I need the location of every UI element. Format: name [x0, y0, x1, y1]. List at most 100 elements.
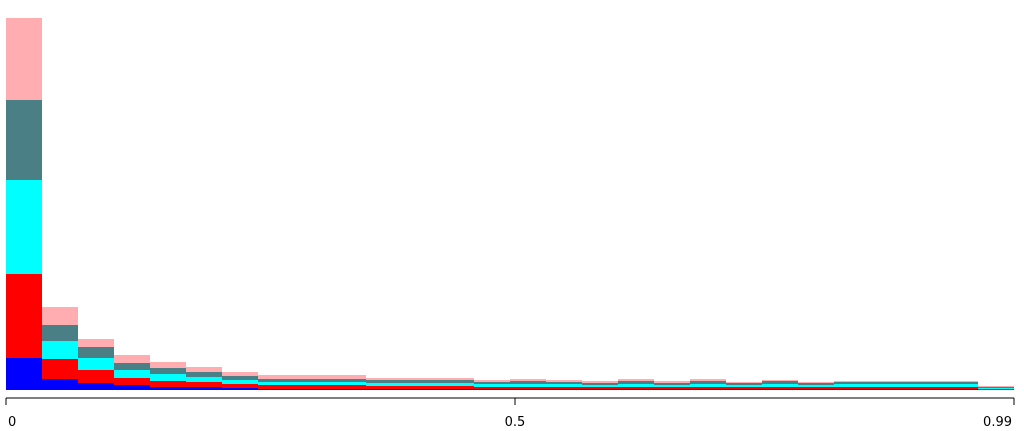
bar-segment-bin-25-series-4	[906, 381, 942, 382]
bar-segment-bin-12-series-2	[438, 383, 474, 386]
bar-segment-bin-11-series-3	[402, 380, 438, 383]
bar-segment-bin-21-series-2	[762, 384, 798, 387]
bar-segment-bin-4-series-4	[150, 362, 186, 368]
bar-segment-bin-11-series-0	[402, 389, 438, 390]
bar-segment-bin-5-series-1	[186, 382, 222, 387]
bar-segment-bin-18-series-3	[654, 383, 690, 385]
bar-segment-bin-0-series-4	[6, 18, 42, 100]
bar-segment-bin-1-series-1	[42, 359, 78, 379]
bar-segment-bin-8-series-0	[294, 389, 330, 390]
bar-segment-bin-13-series-3	[474, 382, 510, 384]
bar-segment-bin-16-series-3	[582, 383, 618, 385]
bar-segment-bin-8-series-4	[294, 375, 330, 379]
bar-segment-bin-2-series-3	[78, 347, 114, 358]
bar-segment-bin-19-series-0	[690, 389, 726, 390]
bar-segment-bin-10-series-1	[366, 386, 402, 389]
bar-segment-bin-24-series-3	[870, 382, 906, 384]
bar-segment-bin-18-series-0	[654, 389, 690, 390]
bar-segment-bin-21-series-1	[762, 387, 798, 389]
bar-segment-bin-20-series-3	[726, 383, 762, 385]
bar-segment-bin-0-series-1	[6, 274, 42, 358]
bar-segment-bin-3-series-3	[114, 363, 150, 370]
bar-segment-bin-20-series-0	[726, 389, 762, 390]
bar-segment-bin-10-series-0	[366, 389, 402, 390]
bar-segment-bin-10-series-3	[366, 380, 402, 383]
bar-segment-bin-7-series-0	[258, 389, 294, 390]
bar-segment-bin-17-series-4	[618, 379, 654, 381]
bar-segment-bin-16-series-4	[582, 381, 618, 383]
bar-segment-bin-2-series-0	[78, 383, 114, 390]
bar-segment-bin-19-series-1	[690, 387, 726, 389]
bar-segment-bin-17-series-3	[618, 381, 654, 384]
bar-segment-bin-27-series-4	[978, 386, 1014, 387]
bar-segment-bin-27-series-3	[978, 387, 1014, 388]
bar-segment-bin-5-series-2	[186, 377, 222, 382]
bar-segment-bin-4-series-2	[150, 374, 186, 381]
bar-segment-bin-0-series-3	[6, 100, 42, 180]
bar-segment-bin-6-series-4	[222, 372, 258, 376]
bar-segment-bin-6-series-3	[222, 376, 258, 380]
x-tick-label-0: 0	[8, 415, 16, 430]
bar-segment-bin-14-series-1	[510, 387, 546, 389]
bar-segment-bin-17-series-1	[618, 387, 654, 389]
bar-segment-bin-2-series-4	[78, 339, 114, 347]
bar-segment-bin-15-series-2	[546, 384, 582, 387]
x-axis: 0 0.5 0.99	[5, 397, 1015, 430]
bar-segment-bin-20-series-4	[726, 382, 762, 383]
bar-segment-bin-8-series-3	[294, 379, 330, 382]
bar-segment-bin-26-series-1	[942, 387, 978, 389]
bar-segment-bin-14-series-2	[510, 384, 546, 387]
bar-segment-bin-17-series-2	[618, 384, 654, 387]
bar-segment-bin-4-series-0	[150, 387, 186, 390]
bar-segment-bin-4-series-3	[150, 368, 186, 374]
bar-segment-bin-12-series-3	[438, 380, 474, 383]
bar-segment-bin-18-series-2	[654, 385, 690, 387]
bar-segment-bin-11-series-1	[402, 386, 438, 389]
bar-segment-bin-18-series-4	[654, 381, 690, 383]
bar-segment-bin-16-series-1	[582, 387, 618, 389]
bar-segment-bin-26-series-3	[942, 382, 978, 384]
bar-segment-bin-12-series-4	[438, 378, 474, 380]
x-tick-label-2: 0.99	[983, 415, 1012, 430]
bar-segment-bin-25-series-3	[906, 382, 942, 384]
bar-segment-bin-3-series-4	[114, 355, 150, 363]
bar-segment-bin-18-series-1	[654, 387, 690, 389]
bar-segment-bin-8-series-2	[294, 382, 330, 385]
bar-segment-bin-7-series-4	[258, 375, 294, 379]
bar-segment-bin-9-series-1	[330, 385, 366, 389]
bar-segment-bin-21-series-0	[762, 389, 798, 390]
bar-segment-bin-3-series-0	[114, 385, 150, 390]
bar-segment-bin-6-series-0	[222, 388, 258, 390]
bar-segment-bin-10-series-4	[366, 378, 402, 380]
bar-segment-bin-2-series-1	[78, 370, 114, 383]
bar-segment-bin-8-series-1	[294, 385, 330, 389]
bar-segment-bin-22-series-4	[798, 382, 834, 383]
bar-segment-bin-22-series-3	[798, 383, 834, 385]
bar-segment-bin-24-series-4	[870, 381, 906, 382]
bar-segment-bin-5-series-3	[186, 372, 222, 377]
bar-segment-bin-5-series-0	[186, 387, 222, 390]
bar-segment-bin-26-series-4	[942, 381, 978, 382]
bar-segment-bin-9-series-3	[330, 379, 366, 382]
bar-segment-bin-3-series-1	[114, 378, 150, 385]
bar-segment-bin-15-series-0	[546, 389, 582, 390]
bar-segment-bin-21-series-4	[762, 380, 798, 381]
bar-segment-bin-1-series-4	[42, 307, 78, 325]
bar-segment-bin-15-series-4	[546, 380, 582, 382]
bar-segment-bin-19-series-3	[690, 381, 726, 384]
bar-segment-bin-1-series-0	[42, 379, 78, 390]
bar-segment-bin-6-series-1	[222, 384, 258, 388]
bar-segment-bin-19-series-2	[690, 384, 726, 387]
bar-segment-bin-7-series-2	[258, 382, 294, 385]
bar-segment-bin-15-series-3	[546, 382, 582, 384]
bar-segment-bin-25-series-1	[906, 387, 942, 389]
bar-segment-bin-25-series-0	[906, 389, 942, 390]
bar-segment-bin-14-series-4	[510, 379, 546, 381]
bar-segment-bin-22-series-1	[798, 387, 834, 389]
bar-segment-bin-26-series-2	[942, 384, 978, 387]
bar-segment-bin-21-series-3	[762, 381, 798, 384]
bar-segment-bin-16-series-0	[582, 389, 618, 390]
bar-segment-bin-17-series-0	[618, 389, 654, 390]
